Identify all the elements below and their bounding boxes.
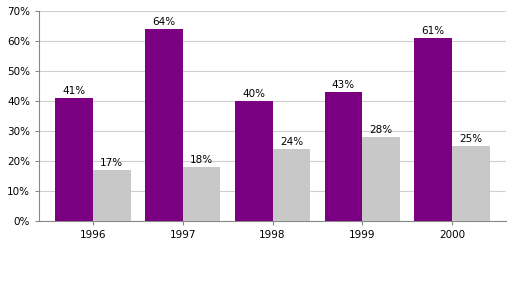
Bar <box>452 146 490 221</box>
Text: 18%: 18% <box>190 155 213 165</box>
Bar <box>183 167 221 221</box>
Text: 24%: 24% <box>280 137 303 147</box>
Text: 61%: 61% <box>422 26 445 37</box>
Bar <box>362 137 400 221</box>
Bar <box>235 101 272 221</box>
Bar <box>415 38 452 221</box>
Bar <box>325 92 362 221</box>
Text: 28%: 28% <box>370 125 393 135</box>
Text: 25%: 25% <box>460 134 483 144</box>
Bar <box>272 149 310 221</box>
Text: 43%: 43% <box>332 80 355 90</box>
Bar <box>93 170 131 221</box>
Text: 64%: 64% <box>152 18 175 27</box>
Bar <box>55 98 93 221</box>
Text: 41%: 41% <box>63 86 86 96</box>
Text: 40%: 40% <box>242 89 265 99</box>
Text: 17%: 17% <box>100 158 123 168</box>
Bar <box>145 29 183 221</box>
